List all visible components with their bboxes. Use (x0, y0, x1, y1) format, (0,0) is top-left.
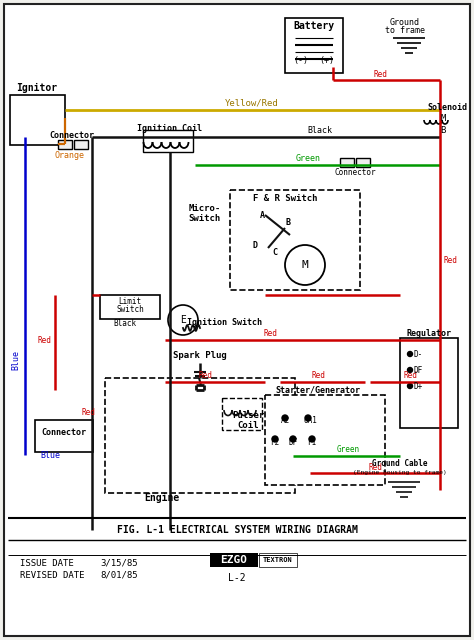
Text: Spark Plug: Spark Plug (173, 351, 227, 360)
Bar (58, 140, 72, 149)
Text: C: C (273, 248, 277, 257)
Text: Pulser: Pulser (232, 410, 264, 419)
Text: Red: Red (263, 328, 277, 337)
Text: Solenoid: Solenoid (427, 102, 467, 111)
Text: Yellow/Red: Yellow/Red (225, 99, 279, 108)
Circle shape (309, 436, 315, 442)
Text: Coil: Coil (237, 420, 259, 429)
Circle shape (305, 415, 311, 421)
Bar (100, 295, 160, 319)
Text: Starter/Generator: Starter/Generator (275, 385, 361, 394)
Circle shape (408, 351, 412, 356)
Text: DF: DF (288, 438, 298, 447)
Text: Red: Red (311, 371, 325, 380)
Text: (Engine housing to frame): (Engine housing to frame) (353, 470, 447, 474)
Bar (10, 95, 65, 145)
Text: FIG. L-1 ELECTRICAL SYSTEM WIRING DIAGRAM: FIG. L-1 ELECTRICAL SYSTEM WIRING DIAGRA… (117, 525, 357, 535)
Circle shape (168, 305, 198, 335)
Text: Switch: Switch (116, 305, 144, 314)
Text: Battery: Battery (293, 21, 335, 31)
Text: Red: Red (81, 408, 95, 417)
Bar (400, 338, 458, 428)
Text: Ground Cable: Ground Cable (372, 458, 428, 467)
Bar (285, 18, 343, 73)
Text: ISSUE DATE: ISSUE DATE (20, 559, 74, 568)
Circle shape (282, 415, 288, 421)
Circle shape (408, 367, 412, 372)
Text: Connector: Connector (334, 168, 376, 177)
Text: F1: F1 (307, 438, 317, 447)
Text: EZGO: EZGO (220, 555, 247, 565)
Text: E: E (180, 315, 186, 325)
Text: Blue: Blue (40, 451, 60, 460)
Text: A: A (259, 211, 264, 220)
Text: (+): (+) (319, 56, 335, 65)
Bar (222, 398, 262, 430)
Text: Orange: Orange (55, 150, 85, 159)
Text: Red: Red (37, 335, 51, 344)
Text: D+: D+ (413, 381, 423, 390)
Text: DF: DF (413, 365, 423, 374)
Text: B: B (440, 125, 446, 134)
Text: Ignition Switch: Ignition Switch (188, 317, 263, 326)
Text: Switch: Switch (189, 214, 221, 223)
Text: Regulator: Regulator (407, 328, 452, 337)
Text: Connector: Connector (42, 428, 86, 436)
Bar (35, 420, 93, 452)
Text: Red: Red (198, 371, 212, 380)
Bar (105, 378, 295, 493)
Text: M: M (301, 260, 309, 270)
Text: 3/15/85: 3/15/85 (100, 559, 137, 568)
Text: Green: Green (295, 154, 320, 163)
Text: (-): (-) (293, 56, 309, 65)
Bar (143, 130, 193, 152)
Text: Red: Red (443, 255, 457, 264)
Text: Black: Black (308, 125, 332, 134)
Circle shape (290, 436, 296, 442)
Text: Limit: Limit (118, 296, 142, 305)
Text: F2: F2 (270, 438, 280, 447)
Bar (265, 395, 385, 485)
Text: A2: A2 (281, 415, 290, 424)
Text: B: B (285, 218, 291, 227)
Text: Red: Red (403, 371, 417, 380)
Bar (356, 158, 370, 167)
Bar (74, 140, 88, 149)
Text: D: D (253, 241, 257, 250)
Circle shape (272, 436, 278, 442)
Text: Ignitor: Ignitor (17, 83, 57, 93)
Text: REVISED DATE: REVISED DATE (20, 570, 84, 579)
Text: TEXTRON: TEXTRON (263, 557, 293, 563)
Bar (340, 158, 354, 167)
Bar (259, 553, 297, 567)
Bar (210, 553, 258, 567)
Text: M: M (440, 113, 446, 122)
Text: D-: D- (413, 349, 423, 358)
Text: F & R Switch: F & R Switch (253, 193, 317, 202)
Text: Blue: Blue (11, 350, 20, 370)
Text: Ground: Ground (390, 17, 420, 26)
Text: Connector: Connector (49, 131, 94, 140)
Text: Ignition Coil: Ignition Coil (137, 124, 202, 132)
Text: oA1: oA1 (303, 415, 317, 424)
Text: to frame: to frame (385, 26, 425, 35)
Text: 8/01/85: 8/01/85 (100, 570, 137, 579)
Text: Red: Red (368, 463, 382, 472)
Bar (230, 190, 360, 290)
Text: Micro-: Micro- (189, 204, 221, 212)
Text: Black: Black (113, 319, 137, 328)
Text: Engine: Engine (145, 493, 180, 503)
Text: L-2: L-2 (228, 573, 246, 583)
Circle shape (285, 245, 325, 285)
Text: Red: Red (373, 70, 387, 79)
Circle shape (408, 383, 412, 388)
Text: Green: Green (337, 445, 360, 454)
